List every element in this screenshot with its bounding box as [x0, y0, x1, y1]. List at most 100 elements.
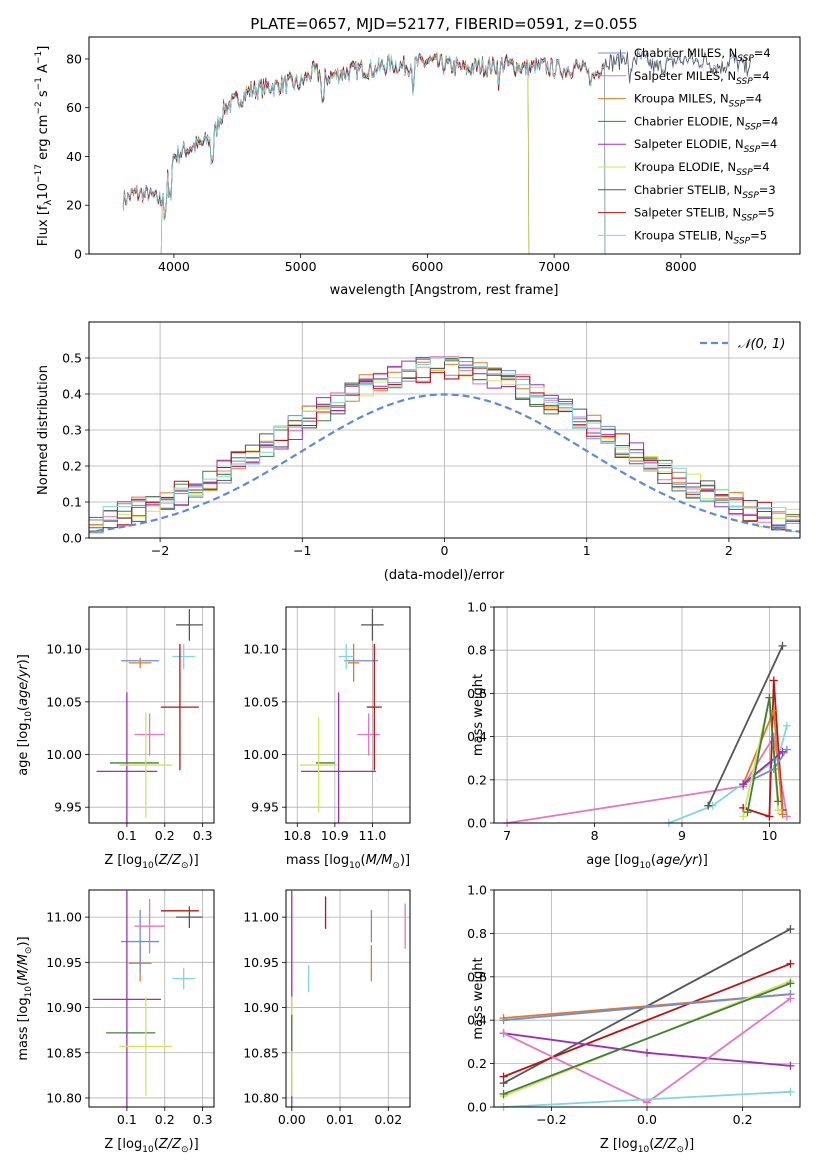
- y-tick-label: 0.8: [467, 643, 487, 658]
- y-tick-label: 9.95: [251, 800, 279, 815]
- weight-line: [707, 645, 784, 807]
- label-part: (: [16, 706, 31, 711]
- y-tick-label: 0.4: [467, 1013, 487, 1028]
- weight-line: [503, 1090, 791, 1107]
- label-part: ⊙: [676, 1145, 684, 1155]
- label-part: 10: [36, 183, 51, 200]
- label-part: )]: [189, 1137, 199, 1152]
- label-part: (: [154, 1137, 159, 1152]
- x-tick-label: 0.2: [733, 1112, 753, 1127]
- y-tick-label: 11.00: [46, 910, 82, 925]
- y-tick-label: 10.10: [243, 642, 279, 657]
- label-part: 10: [24, 986, 34, 998]
- x-axis-label: (data-model)/error: [384, 568, 505, 583]
- legend-entry: Salpeter STELIB, NSSP=5: [634, 206, 775, 224]
- x-tick-label: −1: [293, 543, 311, 558]
- y-tick-label: 10.95: [46, 955, 82, 970]
- label-part: Z/Z: [158, 853, 182, 868]
- label-part: (: [154, 853, 159, 868]
- y-tick-label: 20: [66, 198, 82, 213]
- axes-frame: [88, 606, 215, 824]
- legend-subscript: SSP: [736, 77, 753, 87]
- age-vs-mass-panel: 10.8 10.9 11.0 9.95 10.00 10.05 10.10 mass [log…: [243, 606, 411, 871]
- y-tick-label: 0: [74, 247, 82, 262]
- axes-frame: [493, 606, 801, 824]
- label-part: (: [649, 1137, 654, 1152]
- y-tick-label: 10.85: [46, 1045, 82, 1060]
- figure-title: PLATE=0657, MJD=52177, FIBERID=0591, z=0…: [250, 15, 637, 33]
- axes-frame: [493, 889, 801, 1108]
- mass-vs-Z-panel: 0.1 0.2 0.3 10.80 10.85 10.90 10.95 11.00 Z [log…: [16, 889, 215, 1155]
- legend-entry: Kroupa ELODIE, NSSP=4: [634, 160, 770, 178]
- histogram-panel: −2 −1 0 1 2 0.0 0.1 0.2 0.3 0.4 0.5 (data-model)/er…: [36, 321, 801, 583]
- legend-value: =5: [758, 206, 775, 220]
- label-part: 10: [24, 711, 34, 723]
- legend-value: =3: [759, 183, 776, 197]
- legend-subscript: SSP: [741, 214, 758, 224]
- legend-value: =4: [760, 137, 777, 151]
- y-tick-label: 0.3: [62, 423, 82, 438]
- y-tick-label: 11.00: [243, 910, 279, 925]
- axes-frame: [88, 36, 801, 255]
- x-tick-label: 10.8: [283, 828, 311, 843]
- label-part: age [log: [586, 853, 639, 868]
- label-part: ⊙: [392, 861, 400, 871]
- histogram-step: [89, 357, 800, 535]
- legend-label: Kroupa ELODIE, N: [634, 160, 736, 174]
- label-part: (: [16, 981, 31, 986]
- y-tick-label: 10.05: [46, 694, 82, 709]
- label-part: −1: [34, 51, 44, 64]
- label-part: A: [36, 64, 51, 77]
- y-tick-label: 0.2: [467, 1056, 487, 1071]
- legend-subscript: SSP: [742, 191, 759, 201]
- label-part: (: [361, 853, 366, 868]
- legend-label: Chabrier ELODIE, N: [634, 114, 745, 128]
- legend-label: Chabrier MILES, N: [634, 46, 737, 60]
- legend-subscript: SSP: [736, 168, 753, 178]
- x-tick-label: −0.2: [536, 1112, 566, 1127]
- x-tick-label: 0: [441, 543, 449, 558]
- label-part: M/M: [16, 954, 31, 981]
- x-tick-label: 0.3: [193, 828, 213, 843]
- spectrum-line: [160, 53, 530, 254]
- label-part: λ: [43, 199, 54, 205]
- x-tick-label: 2: [725, 543, 733, 558]
- x-tick-label: 0.2: [155, 828, 175, 843]
- label-part: Z [log: [104, 1137, 142, 1152]
- spectrum-line: [160, 53, 530, 254]
- label-part: )]: [698, 853, 708, 868]
- label-part: ⊙: [24, 947, 34, 955]
- x-tick-label: 4000: [158, 259, 190, 274]
- label-part: −17: [34, 164, 44, 183]
- x-tick-label: 0.00: [278, 1112, 306, 1127]
- y-tick-label: 10.80: [243, 1090, 279, 1105]
- spectrum-line: [160, 53, 530, 254]
- axes-frame: [285, 606, 411, 824]
- y-tick-label: 40: [66, 149, 82, 164]
- y-tick-label: 10.00: [46, 747, 82, 762]
- legend-label: Salpeter MILES, N: [634, 69, 736, 83]
- axes-frame: [88, 321, 801, 539]
- y-tick-label: 10.90: [46, 1000, 82, 1015]
- x-tick-label: 5000: [285, 259, 317, 274]
- y-tick-label: 0.0: [62, 531, 82, 546]
- axes-frame: [285, 889, 411, 1108]
- y-axis-label: mass [log10(M/M⊙)]: [16, 936, 34, 1060]
- y-tick-label: 10.90: [243, 1000, 279, 1015]
- label-part: −1: [34, 77, 44, 90]
- label-part: 10: [142, 861, 154, 871]
- x-axis-label: Z [log10(Z/Z⊙)]: [104, 853, 198, 871]
- y-tick-label: 10.05: [243, 694, 279, 709]
- label-part: ]: [36, 46, 51, 51]
- legend-entry: Chabrier STELIB, NSSP=3: [634, 183, 776, 201]
- x-tick-label: 0.1: [117, 828, 137, 843]
- y-tick-label: 0.0: [467, 1100, 487, 1115]
- mass-weight-vs-Z-panel: −0.2 0.0 0.2 0.0 0.2 0.4 0.6 0.8 1.0 Z [log10(Z/Z…: [467, 883, 801, 1155]
- legend-value: =5: [750, 228, 767, 242]
- label-part: Flux [f: [36, 205, 51, 246]
- x-tick-label: 7: [503, 828, 511, 843]
- label-part: −2: [34, 101, 44, 114]
- legend-label: Chabrier STELIB, N: [634, 183, 742, 197]
